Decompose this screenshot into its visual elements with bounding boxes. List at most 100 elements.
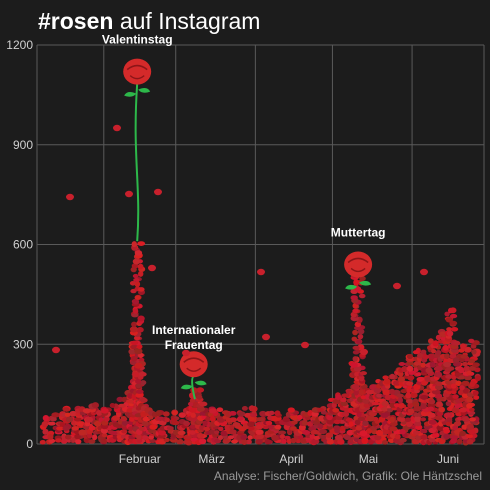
petal xyxy=(131,241,137,248)
petal xyxy=(429,361,436,368)
petal xyxy=(96,410,103,416)
petal xyxy=(359,430,368,437)
petal xyxy=(247,421,255,427)
petal xyxy=(301,419,308,426)
petal xyxy=(282,417,291,423)
petal xyxy=(134,250,143,256)
petal xyxy=(62,425,70,432)
petal xyxy=(109,403,116,408)
petal xyxy=(431,389,440,395)
petal xyxy=(222,439,230,444)
petal xyxy=(389,373,395,380)
petal xyxy=(461,380,470,386)
petal xyxy=(183,420,190,426)
petal xyxy=(121,429,128,434)
annotation-label: Valentinstag xyxy=(102,33,173,47)
petal xyxy=(227,435,234,440)
petal xyxy=(71,426,79,431)
petal xyxy=(356,339,362,344)
petal xyxy=(466,439,474,445)
petal xyxy=(140,397,148,403)
petal xyxy=(366,415,375,422)
petal xyxy=(404,417,411,423)
petal xyxy=(317,423,324,430)
petal xyxy=(428,406,434,412)
petal xyxy=(420,349,427,355)
loose-petal xyxy=(257,268,265,276)
petal xyxy=(130,356,138,362)
petal xyxy=(268,424,275,430)
petal xyxy=(75,438,82,445)
petal xyxy=(354,322,361,327)
loose-petal xyxy=(182,349,190,357)
x-tick-label: April xyxy=(279,452,303,466)
petal xyxy=(135,379,142,384)
petal xyxy=(466,403,473,409)
petal xyxy=(420,417,427,422)
rose-leaf xyxy=(124,92,137,97)
petal xyxy=(134,335,141,341)
petal xyxy=(128,348,136,355)
petal xyxy=(255,424,264,430)
petal xyxy=(340,401,348,407)
petal xyxy=(446,366,455,371)
data-point xyxy=(465,338,481,445)
petal xyxy=(420,362,427,368)
petal xyxy=(137,241,146,247)
petal xyxy=(343,434,351,441)
petal xyxy=(420,403,427,410)
petal xyxy=(352,329,358,336)
petal xyxy=(326,414,333,421)
petal xyxy=(134,280,141,288)
petal xyxy=(177,430,186,436)
petal xyxy=(434,415,443,421)
petal xyxy=(171,417,177,423)
petal xyxy=(176,439,184,445)
petal xyxy=(352,345,360,350)
petal xyxy=(65,434,72,440)
petal xyxy=(247,426,255,431)
loose-petal xyxy=(52,346,60,354)
petal xyxy=(220,430,228,436)
petal xyxy=(208,408,217,414)
petal xyxy=(271,434,279,442)
petal xyxy=(425,367,433,374)
petal xyxy=(442,344,449,351)
petal xyxy=(446,330,454,337)
petal xyxy=(445,317,453,323)
petal xyxy=(420,395,428,400)
chart-title: #rosen auf Instagram xyxy=(38,6,260,36)
petal xyxy=(464,346,472,353)
petal xyxy=(406,381,414,386)
petal xyxy=(451,407,460,414)
petal xyxy=(199,438,207,445)
rose-bloom xyxy=(123,58,152,85)
petal xyxy=(438,406,445,413)
petal xyxy=(287,407,295,413)
petal xyxy=(352,308,359,314)
petal xyxy=(135,389,144,394)
petal xyxy=(85,416,93,423)
petal xyxy=(131,321,137,328)
petal xyxy=(178,412,187,418)
petal xyxy=(196,394,203,400)
petal xyxy=(390,422,398,427)
petal xyxy=(428,437,436,443)
petal xyxy=(406,420,413,428)
petal xyxy=(460,354,469,359)
rose-leaf xyxy=(138,88,151,93)
petal xyxy=(132,258,141,265)
petal xyxy=(420,429,428,434)
petal xyxy=(142,420,149,427)
petal xyxy=(62,407,70,412)
petal xyxy=(216,407,224,413)
data-point xyxy=(208,407,224,444)
petal xyxy=(413,361,422,366)
petal xyxy=(131,313,139,318)
petal xyxy=(247,435,254,440)
petal xyxy=(375,429,384,436)
petal xyxy=(137,263,144,270)
petal xyxy=(350,362,358,368)
petal xyxy=(48,438,56,444)
petal xyxy=(158,420,167,426)
